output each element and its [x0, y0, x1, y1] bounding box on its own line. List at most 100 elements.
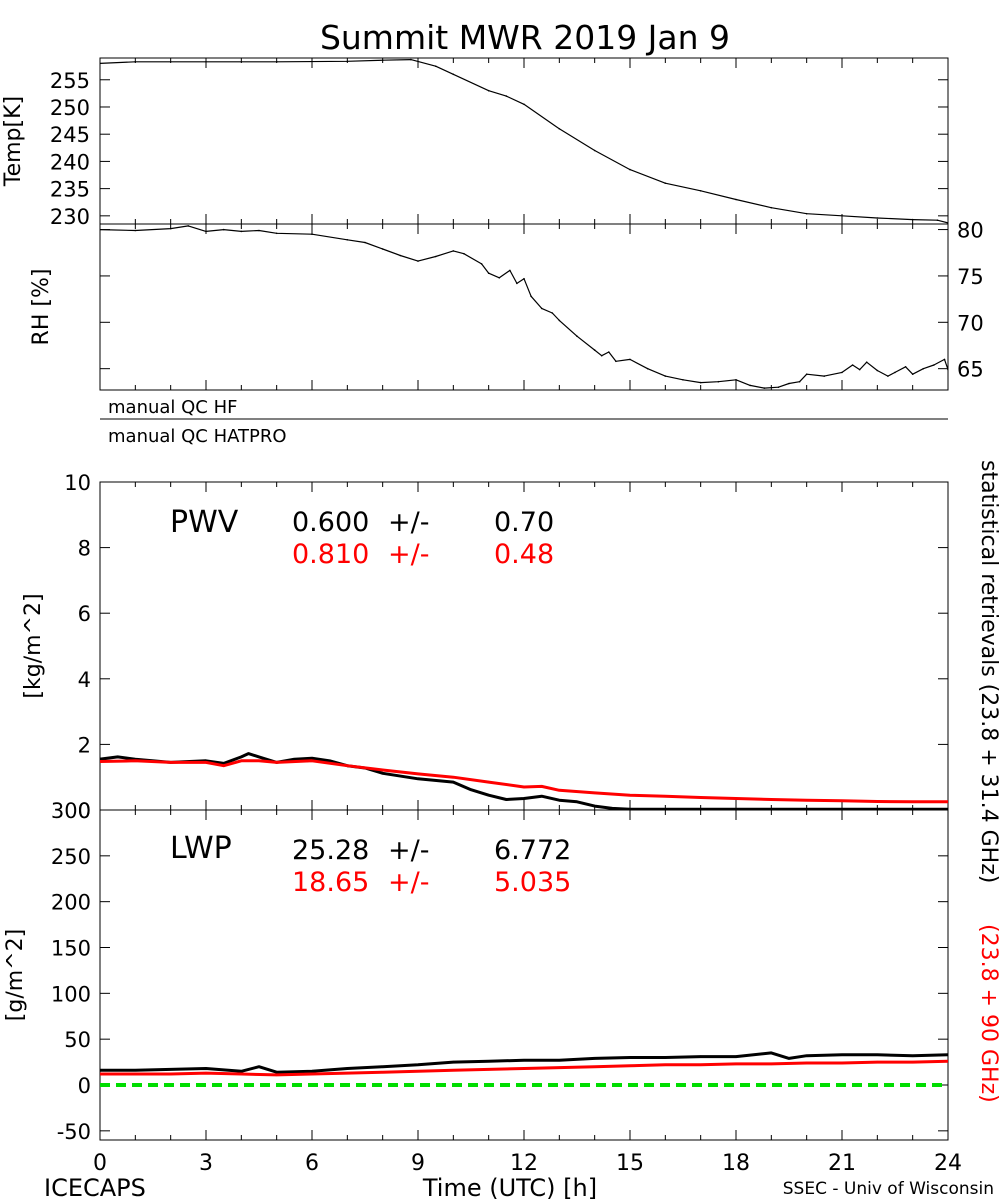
lwp-xtick-label: 24: [934, 1151, 962, 1176]
temp-series-black-point: [434, 65, 437, 67]
rh-series-black-point: [187, 225, 190, 227]
rh-series-black-point: [399, 254, 402, 257]
pwv-series-red-point: [946, 800, 948, 803]
lwp-ytick-label: -50: [57, 1120, 91, 1144]
lwp-series-black-point: [204, 1067, 208, 1070]
pwv-series-red-point: [558, 789, 561, 792]
temp-series-black-point: [205, 61, 207, 63]
pwv-red-sep: +/-: [388, 539, 429, 570]
temp-series-black-point: [593, 149, 596, 152]
rh-series-black-point: [805, 373, 808, 376]
pwv-series-black-point: [381, 772, 384, 775]
lwp-series-red-point: [946, 1060, 948, 1063]
lwp-label: LWP: [170, 831, 232, 866]
lwp-series-red-point: [734, 1062, 738, 1066]
temp-ytick-label: 230: [50, 205, 90, 229]
temp-ytick-label: 235: [50, 178, 90, 202]
lwp-series-red-point: [805, 1061, 808, 1065]
lwp-series-black-point: [628, 1056, 632, 1059]
rh-series-black-point: [222, 228, 225, 231]
temp-series-black-point: [936, 219, 939, 221]
pwv-ytick-label: 0: [78, 799, 91, 823]
rh-series-black-point: [258, 229, 260, 232]
pwv-series-red-point: [240, 759, 243, 762]
rh-series-black-point: [876, 369, 879, 372]
lwp-ytick-label: 300: [51, 799, 91, 823]
x-axis-label: Time (UTC) [h]: [422, 1174, 597, 1200]
lwp-xtick-label: 6: [305, 1151, 319, 1176]
temp-ytick-label: 245: [50, 123, 90, 147]
lwp-series-black-point: [911, 1054, 914, 1057]
pwv-label: PWV: [170, 505, 239, 540]
pwv-series-red-point: [487, 780, 490, 784]
temp-series-black-point: [664, 182, 667, 184]
pwv-series-red-point: [734, 797, 738, 800]
side-label-group: statistical retrievals (23.8 + 31.4 GHz): [976, 460, 1000, 883]
temp-series-black-line: [100, 58, 948, 224]
temp-series-black-point: [947, 222, 948, 224]
rh-series-black-point: [480, 263, 483, 265]
rh-series-black-point: [346, 239, 349, 241]
pwv-series-red-point: [911, 800, 914, 803]
pwv-series-red-point: [540, 785, 543, 788]
temp-series-black-point: [410, 58, 412, 61]
rh-series-black-point: [749, 384, 751, 387]
lwp-series-black-point: [593, 1057, 596, 1060]
rh-series-black-point: [823, 375, 826, 377]
rh-series-black-point: [841, 371, 843, 374]
pwv-series-red-point: [257, 759, 261, 762]
lwp-series-black-point: [805, 1054, 808, 1057]
pwv-series-black-point: [575, 800, 579, 803]
lwp-xtick-label: 0: [93, 1151, 107, 1176]
pwv-black-sep: +/-: [388, 507, 429, 538]
side-label-black: statistical retrievals (23.8 + 31.4 GHz): [976, 460, 1000, 883]
rh-series-black-point: [311, 233, 313, 235]
lwp-series-black-point: [100, 1069, 102, 1072]
lwp-red-err: 5.035: [494, 867, 571, 898]
temp-series-black-point: [275, 61, 278, 63]
lwp-series-red-point: [699, 1063, 702, 1067]
pwv-series-red-point: [134, 759, 137, 762]
pwv-series-red-point: [628, 794, 632, 797]
lwp-series-red-point: [628, 1064, 632, 1068]
rh-panel: 65 70 75 80 RH [%]: [29, 219, 984, 391]
temp-series-black-point: [523, 103, 525, 106]
pwv-series-red-point: [699, 796, 702, 799]
lwp-series-red-point: [558, 1066, 561, 1069]
pwv-ylabel: [kg/m^2]: [21, 593, 46, 698]
pwv-ytick-label: 2: [78, 733, 91, 757]
rh-series-black-point: [858, 368, 861, 371]
lwp-series-red-point: [240, 1072, 243, 1076]
lwp-series-black-point: [946, 1053, 948, 1056]
qc-hf-label: manual QC HF: [108, 397, 237, 418]
rh-series-black-point: [169, 227, 172, 230]
lwp-series-black-point: [452, 1060, 455, 1064]
pwv-series-red-point: [310, 759, 314, 762]
temp-plot-frame: [99, 57, 949, 225]
rh-plot-frame: [99, 223, 949, 391]
lwp-series-black-point: [275, 1071, 278, 1074]
rh-series-black-point: [417, 260, 419, 262]
temp-ylabel: Temp[K]: [1, 96, 26, 187]
lwp-xtick-label: 15: [616, 1151, 644, 1176]
pwv-series-red-point: [204, 761, 208, 764]
lwp-series-black-point: [558, 1059, 561, 1062]
pwv-series-black-point: [540, 795, 543, 798]
lwp-xtick-label: 21: [828, 1151, 856, 1176]
lwp-series-red-point: [381, 1071, 384, 1074]
temp-series-black-point: [100, 62, 101, 65]
lwp-series-black-point: [416, 1063, 420, 1067]
pwv-series-black-point: [293, 758, 296, 761]
rh-series-black-point: [947, 368, 948, 371]
rh-series-black-point: [646, 367, 649, 370]
rh-series-black-point: [463, 252, 465, 255]
lwp-series-black-point: [840, 1053, 844, 1057]
lwp-series-black-point: [240, 1070, 243, 1073]
rh-series-black-point: [922, 367, 925, 370]
lwp-series-black-point: [346, 1067, 349, 1070]
temp-series-black-point: [841, 215, 843, 217]
figure-title: Summit MWR 2019 Jan 9: [320, 18, 730, 57]
rh-series-black-point: [558, 319, 561, 322]
rh-series-black-point: [509, 269, 511, 272]
